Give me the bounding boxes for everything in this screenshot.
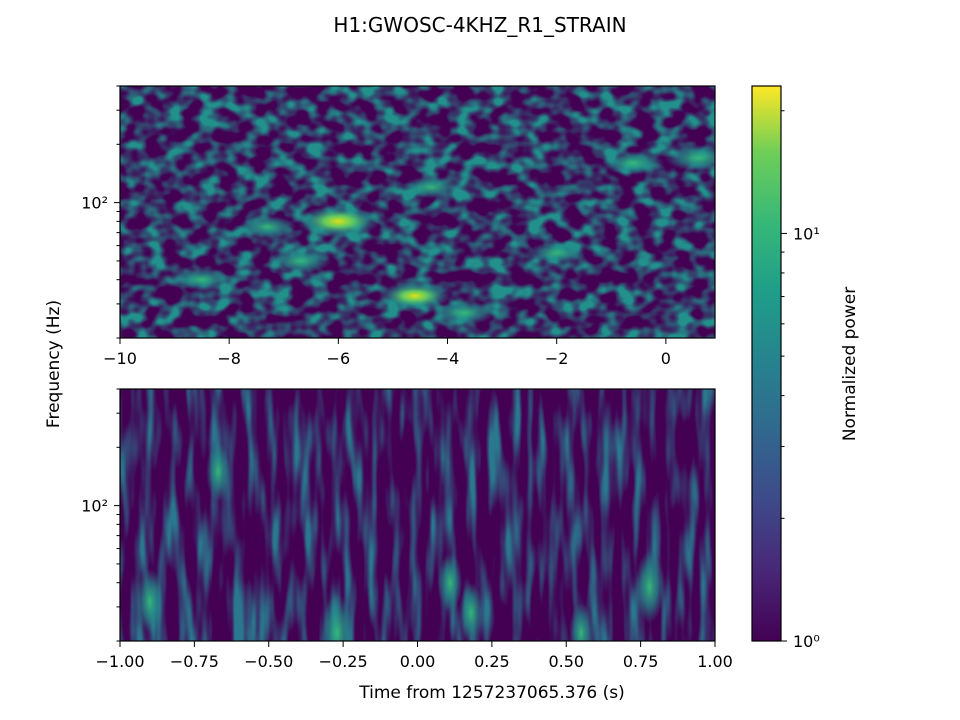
bottom-hotspot [459,582,484,641]
top-hotspot [296,205,380,238]
bottom-x-tick-label: 0.75 [623,652,659,671]
top-hotspot [601,151,665,176]
colorbar: 10⁰ 10¹ Normalized power [751,85,860,651]
top-hotspot [238,215,296,238]
top-x-tick-label: −6 [327,349,351,368]
top-x-tick-label: −8 [217,349,241,368]
x-axis-label: Time from 1257237065.376 (s) [358,683,625,703]
bottom-hotspot [136,568,163,635]
top-x-axis: −10 −8 −6 −4 −2 0 [103,338,671,368]
colorbar-gradient [752,86,781,641]
top-hotspot [402,176,460,199]
top-y-axis: 10² [81,85,120,339]
bottom-hotspot [635,551,664,624]
bottom-x-tick-label: 0.25 [474,652,510,671]
top-x-tick-label: −4 [436,349,460,368]
figure-title: H1:GWOSC-4KHZ_R1_STRAIN [333,13,626,37]
bottom-x-tick-label: −1.00 [95,652,144,671]
bottom-x-tick-label: −0.50 [244,652,293,671]
bottom-hotspot [569,602,594,641]
bottom-hotspot [206,441,231,502]
bottom-x-tick-label: −0.25 [319,652,368,671]
top-hotspot [378,281,452,310]
colorbar-tick-label: 10¹ [793,224,820,243]
top-axes-frame [119,85,716,339]
bottom-heatmap-texture [120,389,715,641]
top-x-tick-label: −10 [103,349,137,368]
top-hotspot [528,241,586,264]
y-axis-label: Frequency (Hz) [44,300,64,428]
bottom-panel: −1.00 −0.75 −0.50 −0.25 0.00 0.25 0.50 0.75 1.00… [81,388,733,671]
top-x-tick-label: 0 [661,349,671,368]
bottom-x-tick-label: 0.50 [548,652,584,671]
top-hotspot [268,248,332,273]
top-x-tick-label: −2 [545,349,569,368]
top-hotspot [664,144,715,171]
colorbar-label: Normalized power [840,287,860,441]
bottom-hotspots [136,441,664,641]
top-hotspot [173,268,231,291]
colorbar-tick-label: 10⁰ [793,632,820,651]
bottom-y-axis: 10² [81,388,120,642]
bottom-hotspot [438,552,463,613]
top-y-tick-label: 10² [81,194,108,213]
bottom-hotspot [321,593,353,641]
bottom-x-tick-label: 0.00 [400,652,436,671]
colorbar-axis: 10⁰ 10¹ [781,110,820,651]
bottom-x-tick-label: −0.75 [170,652,219,671]
bottom-y-tick-label: 10² [81,497,108,516]
bottom-x-axis: −1.00 −0.75 −0.50 −0.25 0.00 0.25 0.50 0.75 1.00 [95,641,733,671]
colorbar-frame [751,85,782,642]
top-panel: −10 −8 −6 −4 −2 0 10² [81,85,716,368]
bottom-x-tick-label: 1.00 [697,652,733,671]
top-hotspot [432,300,496,325]
top-hotspots [173,144,715,325]
